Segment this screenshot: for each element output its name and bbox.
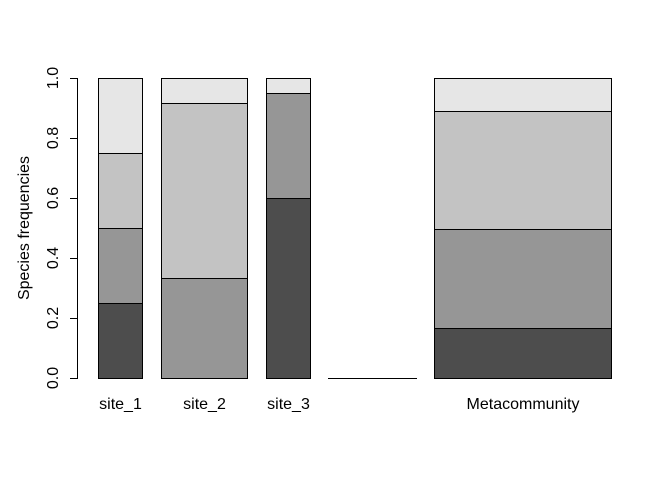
x-tick-label-Metacommunity: Metacommunity — [466, 396, 580, 413]
bar-segment-site_2-species-2-dark — [161, 278, 248, 379]
bar-segment-site_3-species-1-darkest — [266, 198, 311, 379]
bar-segment-Metacommunity-species-4-lightest — [434, 78, 612, 112]
bar-segment-Metacommunity-species-2-dark — [434, 229, 612, 329]
bar-segment-site_1-species-3-light — [98, 153, 143, 229]
bar-segment-site_1-species-4-lightest — [98, 78, 143, 154]
y-tick-label: 0.6 — [45, 186, 62, 210]
y-tick-label: 0.0 — [45, 366, 62, 390]
y-tick — [70, 318, 77, 319]
bar-segment-site_3-species-4-lightest — [266, 78, 311, 94]
y-tick-label: 0.8 — [45, 126, 62, 150]
bar-segment-site_2-species-3-light — [161, 103, 248, 279]
bar-segment-Metacommunity-species-1-darkest — [434, 328, 612, 379]
empty-bar-baseline — [328, 378, 417, 379]
bar-segment-site_1-species-2-dark — [98, 228, 143, 304]
bar-segment-site_2-species-4-lightest — [161, 78, 248, 104]
y-tick — [70, 78, 77, 79]
y-tick-label: 0.2 — [45, 306, 62, 330]
y-tick-label: 1.0 — [45, 66, 62, 90]
y-axis-title: Species frequencies — [16, 155, 33, 301]
bar-segment-site_3-species-2-dark — [266, 93, 311, 199]
y-tick — [70, 378, 77, 379]
y-tick — [70, 138, 77, 139]
x-tick-label-site_1: site_1 — [99, 396, 142, 413]
x-tick-label-site_3: site_3 — [267, 396, 310, 413]
y-tick — [70, 198, 77, 199]
bar-segment-site_1-species-1-darkest — [98, 303, 143, 379]
y-tick-label: 0.4 — [45, 246, 62, 270]
x-tick-label-site_2: site_2 — [183, 396, 226, 413]
y-axis-line — [77, 78, 78, 379]
y-tick — [70, 258, 77, 259]
bar-segment-Metacommunity-species-3-light — [434, 111, 612, 230]
